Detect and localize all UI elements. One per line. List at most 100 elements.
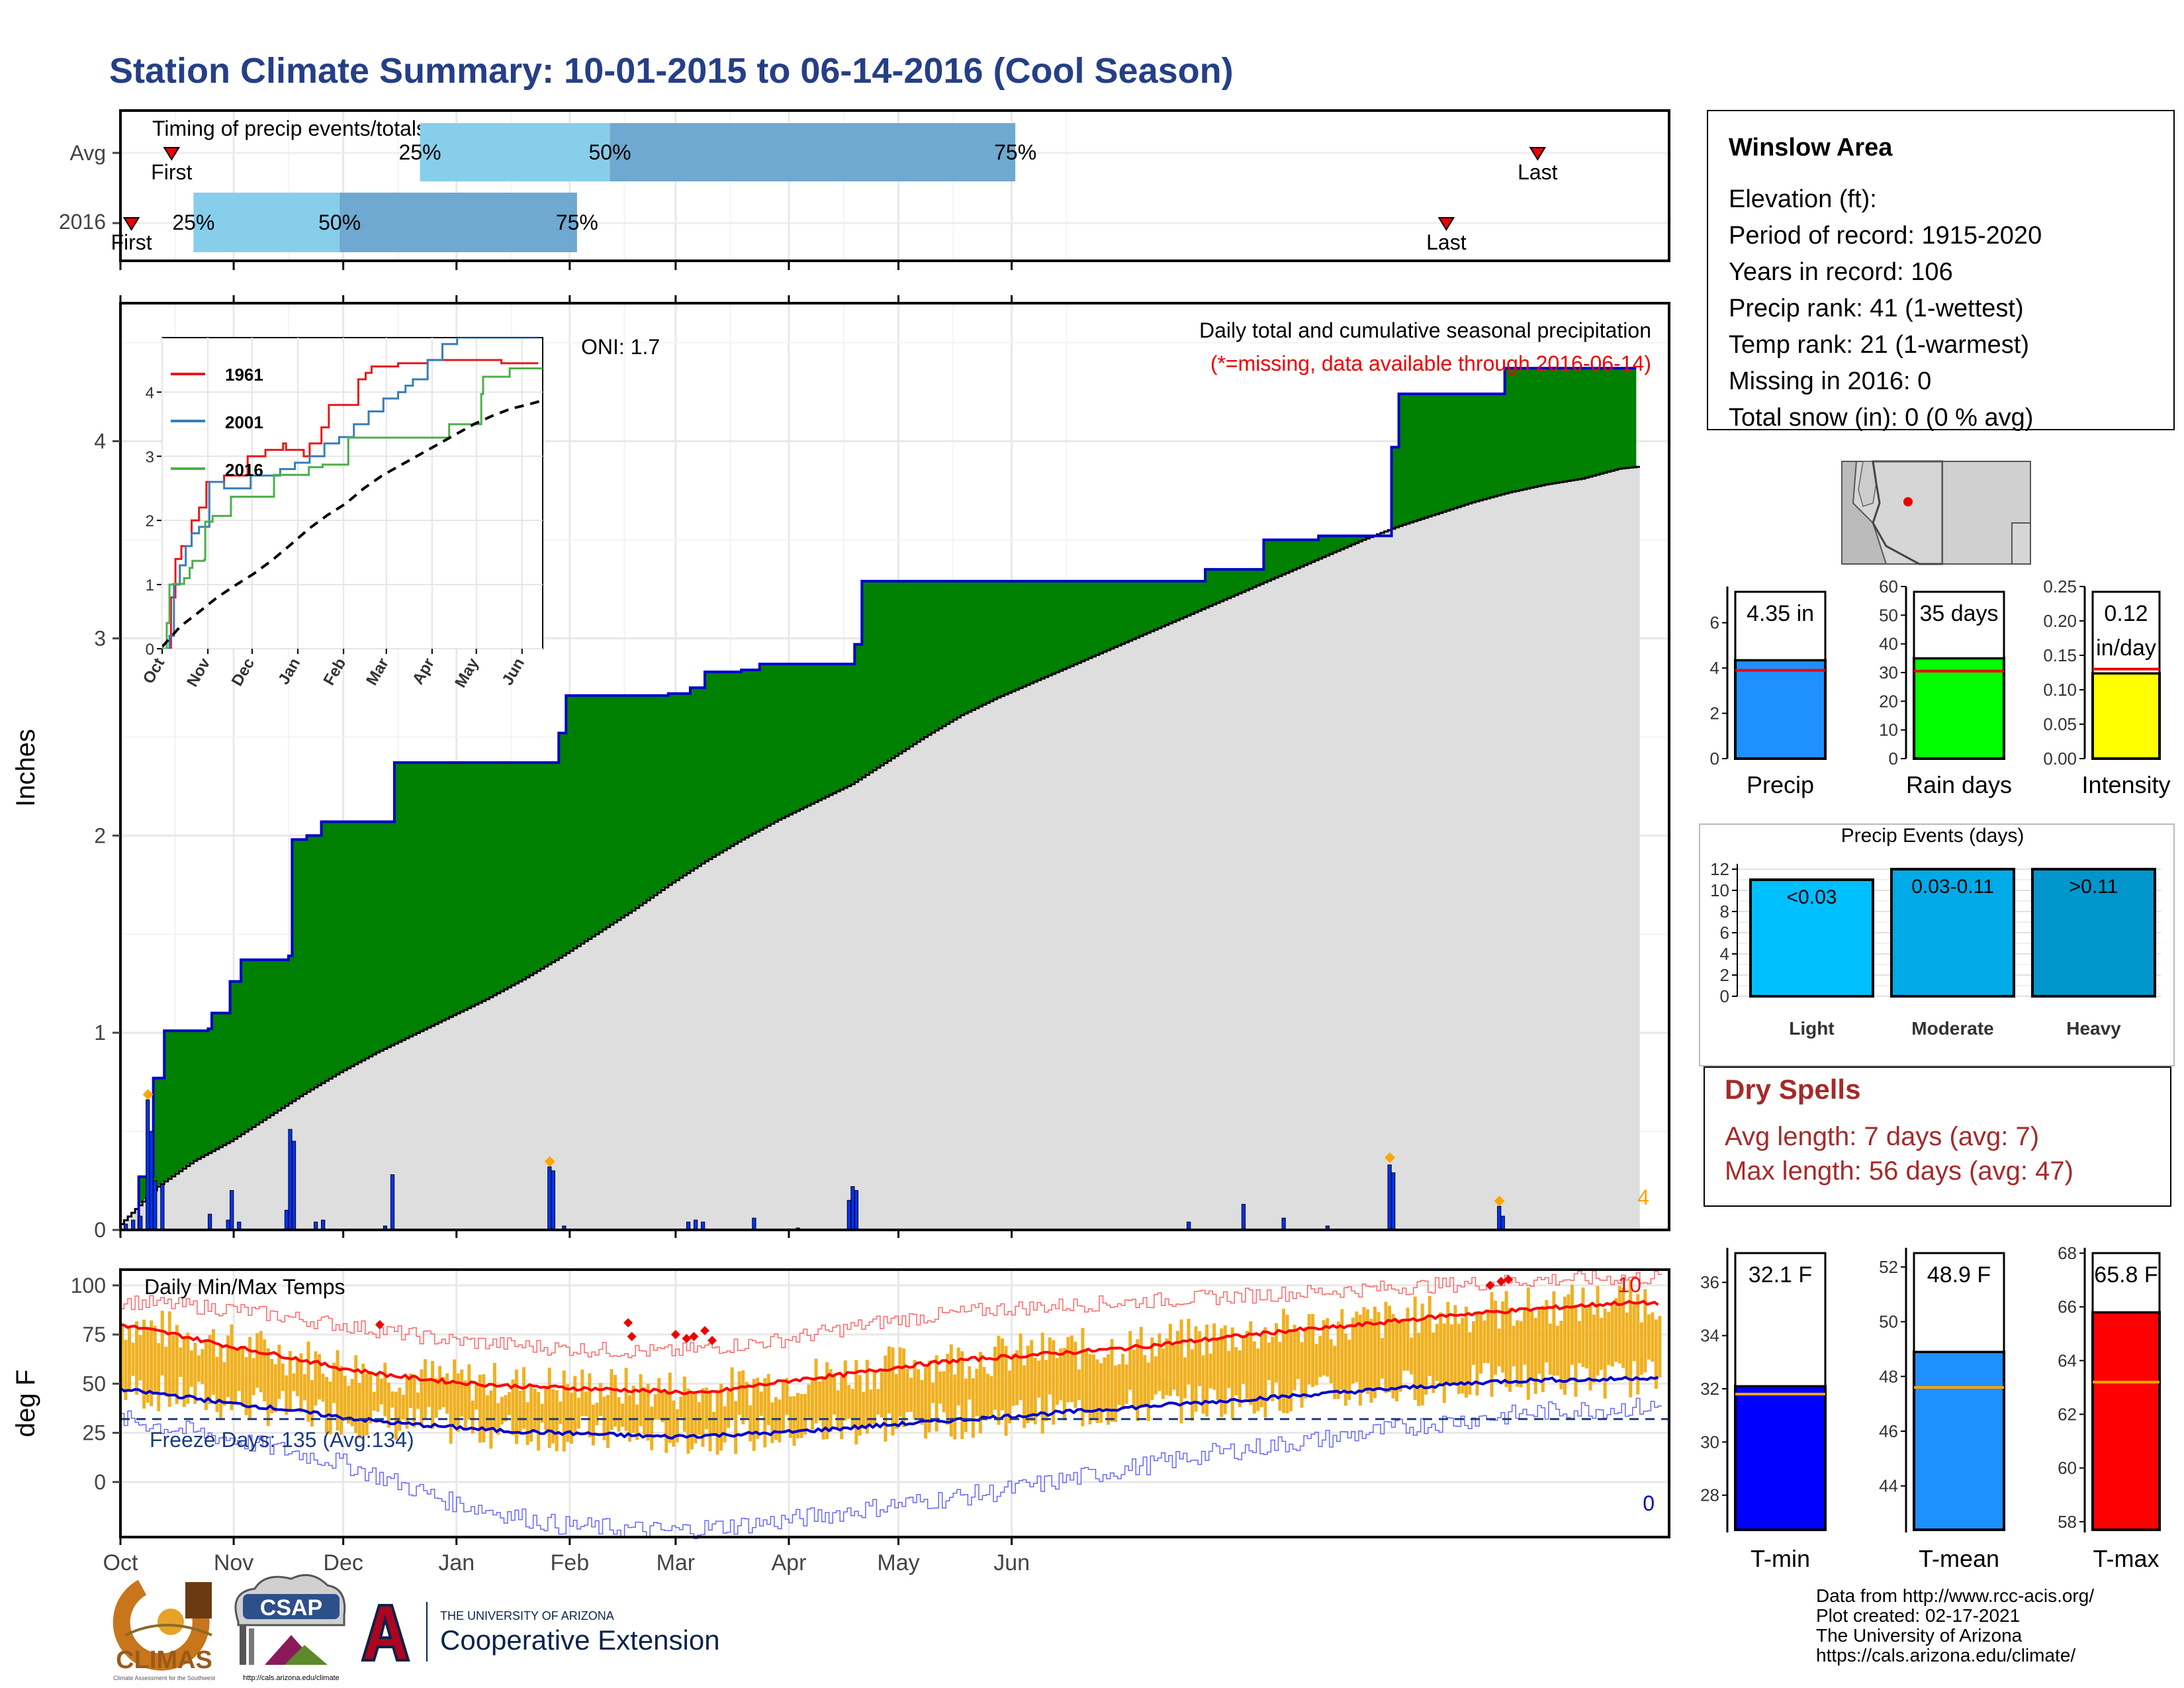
temp-daily-range-bar (1194, 1326, 1198, 1412)
temp-record-high-marker (1496, 1276, 1506, 1286)
events-bar-label-moderate: Moderate (1911, 1018, 1993, 1039)
temp-daily-range-bar (299, 1353, 303, 1413)
temp-daily-range-bar (1318, 1336, 1322, 1378)
timing-label-avg-p75: 75% (994, 140, 1036, 164)
tbar-tmean-value: 48.9 F (1927, 1262, 1991, 1288)
temp-daily-range-bar (1146, 1362, 1150, 1421)
temp-daily-range-bar (164, 1346, 168, 1397)
temp-daily-range-bar (847, 1385, 851, 1419)
temp-daily-range-bar (211, 1329, 215, 1395)
temp-daily-range-bar (749, 1405, 752, 1442)
temp-daily-range-bar (1179, 1319, 1183, 1424)
precip-daily-bar (138, 1215, 143, 1231)
mini-rain-label: Rain days (1906, 771, 2012, 798)
temp-daily-range-bar (383, 1362, 387, 1417)
station-info-box: Winslow Area Elevation (ft): Period of r… (1707, 110, 2175, 432)
temp-daily-range-bar (814, 1358, 818, 1424)
cold-days-count: 0 (1643, 1491, 1655, 1515)
temp-record-high-marker (623, 1318, 633, 1328)
temp-daily-range-bar (1300, 1342, 1304, 1408)
temp-daily-range-bar (660, 1391, 664, 1423)
tbar-tmin-label-box (1734, 1252, 1827, 1387)
temp-daily-range-bar (390, 1391, 394, 1408)
tbar-tmax-y-tick-label: 64 (2058, 1350, 2077, 1370)
temp-daily-range-bar (1336, 1321, 1340, 1399)
temp-daily-range-bar (803, 1393, 807, 1434)
temp-daily-range-bar (876, 1389, 880, 1415)
temp-daily-range-bar (219, 1344, 222, 1418)
temp-daily-range-bar (1526, 1287, 1530, 1400)
precip-daily-bar (284, 1209, 289, 1231)
mini-rain-y-tick-label: 10 (1879, 720, 1898, 740)
tbar-tmin-y-tick-label: 34 (1700, 1326, 1719, 1346)
temp-daily-range-bar (1629, 1280, 1633, 1397)
temp-daily-range-bar (675, 1409, 679, 1442)
mini-rain-value: 35 days (1919, 601, 1998, 626)
temp-daily-range-bar (1636, 1293, 1640, 1395)
temp-daily-range-bar (1242, 1336, 1246, 1384)
temp-daily-range-bar (781, 1380, 785, 1432)
timing-bar-2016-q3 (340, 193, 577, 252)
temp-daily-range-bar (1099, 1363, 1103, 1423)
mini-intensity-y-tick-label: 0.25 (2043, 577, 2077, 596)
mini-intensity-value: 0.12 (2104, 601, 2148, 626)
temp-daily-range-bar (285, 1375, 289, 1415)
temp-daily-range-bar (741, 1370, 745, 1425)
temp-daily-range-bar (1314, 1344, 1318, 1385)
temp-daily-range-bar (463, 1380, 467, 1430)
timing-marker-avg-last (1529, 147, 1547, 161)
mini-rain-y-tick-label: 60 (1879, 577, 1898, 596)
tbar-tmax-label-box (2091, 1252, 2161, 1313)
temp-daily-range-bar (1420, 1303, 1424, 1406)
temp-y-tick-label: 25 (82, 1421, 106, 1445)
temp-daily-range-bar (887, 1346, 891, 1413)
temp-daily-range-bar (978, 1352, 982, 1434)
temp-daily-range-bar (1026, 1345, 1030, 1423)
precip-outlier-marker (142, 1089, 154, 1100)
ua-logo-big-text: Cooperative Extension (440, 1624, 720, 1656)
location-map (1841, 460, 2031, 565)
precip-daily-bar (850, 1186, 855, 1231)
temp-daily-range-bar (1464, 1307, 1468, 1398)
precip-daily-bar (131, 1219, 136, 1231)
climas-logo-subtitle: Climate Assessment for the Southwest (113, 1675, 216, 1681)
temp-daily-range-bar (1504, 1291, 1508, 1387)
temp-daily-range-bar (449, 1382, 453, 1444)
mini-intensity-y-tick-label: 0.15 (2043, 645, 2077, 665)
mini-rain-label-box (1913, 590, 2005, 659)
temp-daily-range-bar (1220, 1328, 1224, 1417)
temp-daily-range-bar (288, 1351, 292, 1413)
temp-daily-range-bar (840, 1376, 844, 1440)
temp-daily-range-bar (295, 1358, 299, 1397)
temp-daily-range-bar (138, 1335, 142, 1381)
temp-daily-range-bar (701, 1388, 705, 1447)
temp-daily-range-bar (1256, 1348, 1260, 1411)
temp-daily-range-bar (1406, 1307, 1410, 1371)
temp-daily-range-bar (727, 1390, 731, 1429)
temp-daily-range-bar (1040, 1333, 1044, 1434)
temp-record-high-marker (682, 1333, 692, 1343)
temp-daily-range-bar (244, 1356, 248, 1416)
temp-daily-range-bar (843, 1360, 847, 1421)
timing-bar-avg-q3 (610, 123, 1016, 181)
temp-daily-range-bar (664, 1391, 668, 1453)
temp-daily-range-bar (562, 1370, 566, 1452)
temp-daily-range-bar (1395, 1321, 1399, 1402)
temp-daily-range-bar (1055, 1358, 1059, 1405)
temp-daily-range-bar (1143, 1355, 1147, 1407)
tbar-tmean-y-tick-label: 48 (1879, 1366, 1898, 1386)
temp-daily-range-bar (985, 1374, 989, 1419)
precip-events-title: Precip Events (days) (1841, 825, 2025, 847)
timing-label-avg-last: Last (1518, 160, 1558, 184)
temp-daily-range-bar (902, 1348, 906, 1428)
temp-daily-range-bar (445, 1373, 449, 1414)
temp-daily-range-bar (679, 1396, 683, 1418)
temp-daily-range-bar (314, 1351, 318, 1406)
precip-daily-bar (390, 1174, 395, 1231)
temp-daily-range-bar (920, 1380, 924, 1425)
temp-daily-range-bar (248, 1336, 252, 1420)
temp-daily-range-bar (715, 1391, 719, 1455)
temp-daily-range-bar (927, 1360, 931, 1432)
temp-daily-range-bar (120, 1323, 124, 1387)
